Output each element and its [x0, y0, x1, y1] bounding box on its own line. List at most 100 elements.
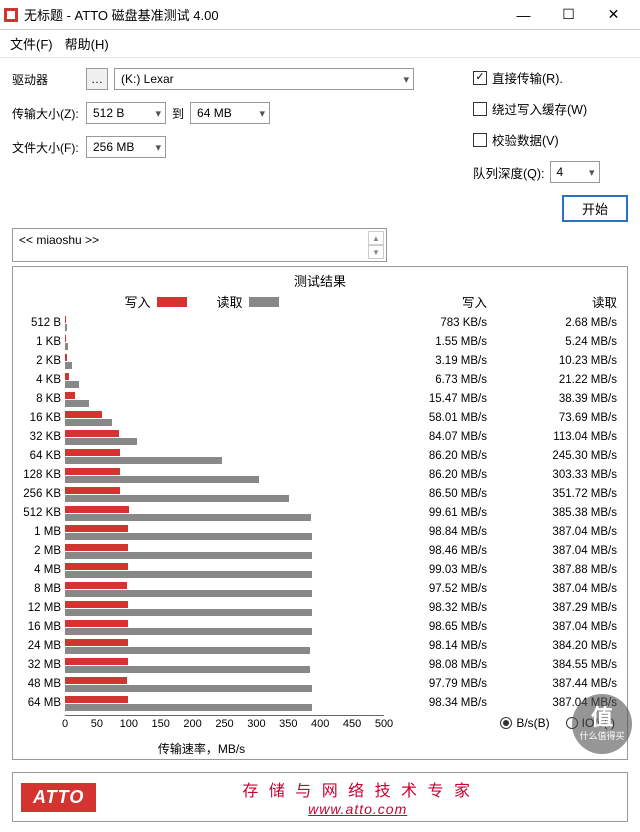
bar-row [65, 466, 384, 485]
bar-row [65, 580, 384, 599]
unit-bytes-radio[interactable]: B/s(B) [500, 716, 549, 730]
data-row: 783 KB/s2.68 MB/s [392, 314, 621, 333]
write-bar [65, 430, 119, 437]
file-size-select[interactable]: 256 MB [86, 136, 166, 158]
write-bar [65, 582, 127, 589]
data-row: 15.47 MB/s38.39 MB/s [392, 390, 621, 409]
y-label: 256 KB [19, 485, 65, 504]
write-bar [65, 411, 102, 418]
write-bar [65, 601, 128, 608]
write-bar [65, 696, 128, 703]
transfer-size-label: 传输大小(Z): [12, 105, 80, 122]
transfer-to-select[interactable]: 64 MB [190, 102, 270, 124]
drive-browse-button[interactable]: … [86, 68, 108, 90]
read-bar [65, 419, 112, 426]
bar-chart: 512 B1 KB2 KB4 KB8 KB16 KB32 KB64 KB128 … [19, 314, 384, 713]
write-bar [65, 373, 69, 380]
bar-row [65, 447, 384, 466]
minimize-button[interactable]: ― [501, 1, 546, 29]
scroll-arrows[interactable]: ▲▼ [368, 231, 384, 259]
y-label: 32 MB [19, 656, 65, 675]
data-row: 99.03 MB/s387.88 MB/s [392, 561, 621, 580]
read-bar [65, 457, 222, 464]
write-bar [65, 487, 120, 494]
read-bar [65, 647, 310, 654]
write-bar [65, 639, 128, 646]
file-size-label: 文件大小(F): [12, 139, 80, 156]
read-bar [65, 552, 312, 559]
menu-help[interactable]: 帮助(H) [65, 34, 109, 53]
data-row: 86.20 MB/s245.30 MB/s [392, 447, 621, 466]
read-bar [65, 514, 311, 521]
results-panel: 测试结果 写入 读取 写入读取 512 B1 KB2 KB4 KB8 KB16 … [12, 266, 628, 760]
maximize-button[interactable]: ☐ [546, 1, 591, 29]
data-row: 97.52 MB/s387.04 MB/s [392, 580, 621, 599]
y-label: 4 MB [19, 561, 65, 580]
transfer-from-select[interactable]: 512 B [86, 102, 166, 124]
bar-row [65, 504, 384, 523]
close-button[interactable]: ✕ [591, 1, 636, 29]
chart-legend: 写入 读取 [19, 292, 384, 311]
y-label: 1 MB [19, 523, 65, 542]
write-bar [65, 392, 75, 399]
data-row: 98.46 MB/s387.04 MB/s [392, 542, 621, 561]
data-row: 3.19 MB/s10.23 MB/s [392, 352, 621, 371]
y-label: 8 KB [19, 390, 65, 409]
read-bar [65, 609, 312, 616]
bar-row [65, 599, 384, 618]
y-label: 12 MB [19, 599, 65, 618]
footer-banner: ATTO 存 储 与 网 络 技 术 专 家 www.atto.com [12, 772, 628, 822]
bar-row [65, 675, 384, 694]
y-label: 48 MB [19, 675, 65, 694]
data-row: 1.55 MB/s5.24 MB/s [392, 333, 621, 352]
bar-row [65, 314, 384, 333]
bar-row [65, 390, 384, 409]
write-bar [65, 525, 128, 532]
read-bar [65, 476, 259, 483]
y-label: 128 KB [19, 466, 65, 485]
read-bar [65, 324, 67, 331]
x-axis-label: 传输速率，MB/s [19, 740, 384, 757]
write-bar [65, 449, 120, 456]
bar-row [65, 409, 384, 428]
write-bar [65, 468, 120, 475]
drive-select[interactable]: (K:) Lexar [114, 68, 414, 90]
bypass-cache-checkbox[interactable]: 绕过写入缓存(W) [473, 99, 628, 118]
description-input[interactable]: << miaoshu >> ▲▼ [12, 228, 387, 262]
read-bar [65, 704, 312, 711]
y-label: 2 MB [19, 542, 65, 561]
data-row: 98.08 MB/s384.55 MB/s [392, 656, 621, 675]
y-label: 4 KB [19, 371, 65, 390]
read-bar [65, 381, 79, 388]
data-row: 84.07 MB/s113.04 MB/s [392, 428, 621, 447]
verify-checkbox[interactable]: 校验数据(V) [473, 130, 628, 149]
watermark: 值 什么值得买 [572, 694, 632, 754]
data-row: 98.84 MB/s387.04 MB/s [392, 523, 621, 542]
data-row: 6.73 MB/s21.22 MB/s [392, 371, 621, 390]
read-bar [65, 533, 312, 540]
read-bar [65, 438, 137, 445]
y-label: 16 MB [19, 618, 65, 637]
y-label: 64 MB [19, 694, 65, 713]
bar-row [65, 561, 384, 580]
read-bar [65, 628, 312, 635]
x-axis: 050100150200250300350400450500 [65, 715, 384, 739]
footer-url[interactable]: www.atto.com [96, 801, 619, 817]
data-row: 97.79 MB/s387.44 MB/s [392, 675, 621, 694]
write-bar [65, 335, 66, 342]
bar-row [65, 656, 384, 675]
queue-depth-select[interactable]: 4 [550, 161, 600, 183]
direct-io-checkbox[interactable]: ✓直接传输(R). [473, 68, 628, 87]
start-button[interactable]: 开始 [562, 195, 628, 222]
y-label: 1 KB [19, 333, 65, 352]
bar-row [65, 637, 384, 656]
data-row: 99.61 MB/s385.38 MB/s [392, 504, 621, 523]
bar-row [65, 485, 384, 504]
footer-tagline: 存 储 与 网 络 技 术 专 家 [242, 783, 473, 800]
menu-file[interactable]: 文件(F) [10, 34, 53, 53]
bar-row [65, 694, 384, 713]
write-bar [65, 544, 128, 551]
data-row: 98.14 MB/s384.20 MB/s [392, 637, 621, 656]
data-row: 98.65 MB/s387.04 MB/s [392, 618, 621, 637]
write-bar [65, 658, 128, 665]
